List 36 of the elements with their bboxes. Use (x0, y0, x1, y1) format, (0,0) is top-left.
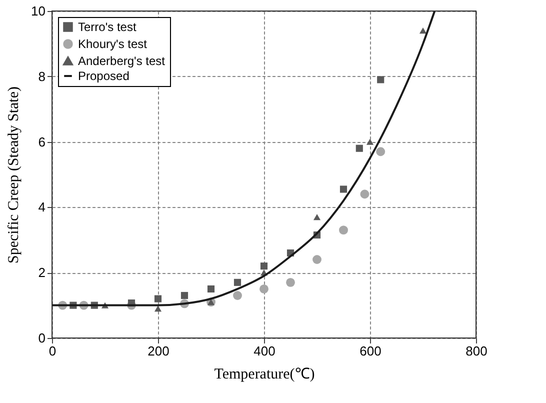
y-tick-label: 2 (38, 265, 46, 280)
x-tick-label: 600 (360, 344, 382, 358)
point (312, 255, 322, 264)
x-tick-label: 200 (148, 344, 170, 358)
point (154, 295, 162, 302)
y-axis-title: Specific Creep (Steady State) (6, 86, 22, 264)
point (313, 214, 321, 220)
point (360, 190, 370, 199)
point (233, 291, 242, 300)
y-tick-label: 0 (38, 330, 46, 346)
x-tick-label: 0 (48, 344, 56, 358)
point (419, 28, 427, 34)
y-tick-label: 10 (31, 4, 46, 18)
point (234, 278, 242, 286)
legend-label: Proposed (78, 69, 130, 83)
point (366, 138, 374, 145)
point (260, 262, 268, 270)
point (340, 186, 348, 193)
y-tick-label: 6 (38, 134, 46, 150)
x-axis-title: Temperature(℃) (214, 366, 315, 382)
y-tick-label: 8 (38, 68, 46, 84)
point (180, 292, 188, 300)
legend-label: Khoury's test (78, 37, 148, 51)
legend-label: Anderberg's test (78, 54, 166, 68)
point (339, 226, 348, 235)
point (377, 76, 384, 84)
legend-label: Terro's test (78, 20, 137, 34)
point (286, 278, 295, 287)
point (376, 147, 386, 156)
point (154, 306, 162, 312)
point (260, 284, 268, 294)
y-tick-label: 4 (38, 200, 46, 215)
x-tick-label: 800 (466, 344, 488, 358)
x-tick-label: 400 (254, 344, 276, 358)
point (356, 144, 363, 152)
point (207, 285, 215, 292)
